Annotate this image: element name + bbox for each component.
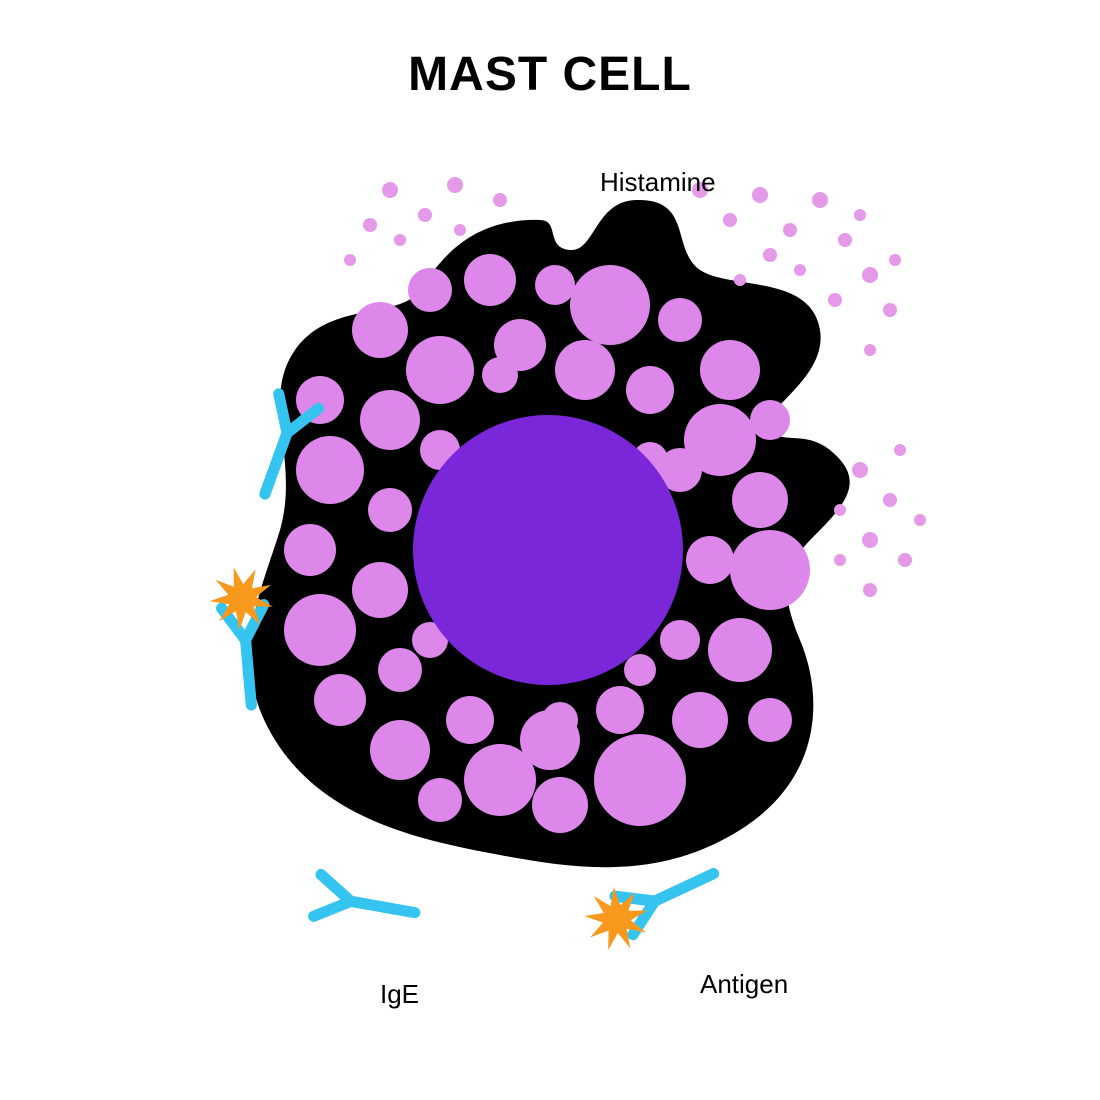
- granule: [482, 357, 518, 393]
- granule: [570, 265, 650, 345]
- histamine-dot: [883, 303, 897, 317]
- granule: [596, 686, 644, 734]
- granule: [296, 436, 364, 504]
- histamine-dot: [794, 264, 806, 276]
- granule: [370, 720, 430, 780]
- granule: [748, 698, 792, 742]
- histamine-dot: [363, 218, 377, 232]
- granule: [732, 472, 788, 528]
- granule: [535, 265, 575, 305]
- granule: [624, 654, 656, 686]
- histamine-dot: [864, 344, 876, 356]
- histamine-dot: [752, 187, 768, 203]
- histamine-dot: [763, 248, 777, 262]
- granule: [730, 530, 810, 610]
- histamine-dot: [838, 233, 852, 247]
- granule: [672, 692, 728, 748]
- diagram-title: MAST CELL: [408, 47, 692, 102]
- granule: [750, 400, 790, 440]
- granule: [378, 648, 422, 692]
- granule: [464, 254, 516, 306]
- granule: [542, 702, 578, 738]
- granule: [658, 298, 702, 342]
- granule: [555, 340, 615, 400]
- granule: [700, 340, 760, 400]
- histamine-dot: [812, 192, 828, 208]
- granule: [708, 618, 772, 682]
- histamine-dot: [734, 274, 746, 286]
- granule: [284, 594, 356, 666]
- histamine-dot: [783, 223, 797, 237]
- granule: [626, 366, 674, 414]
- histamine-dot: [894, 444, 906, 456]
- granule: [686, 536, 734, 584]
- granule: [352, 562, 408, 618]
- diagram-stage: [0, 0, 1100, 1100]
- granule: [594, 734, 686, 826]
- histamine-dot: [834, 554, 846, 566]
- granule: [406, 336, 474, 404]
- granule: [408, 268, 452, 312]
- histamine-dot: [854, 209, 866, 221]
- label-histamine: Histamine: [600, 167, 716, 198]
- histamine-dot: [723, 213, 737, 227]
- histamine-dot: [382, 182, 398, 198]
- histamine-dot: [828, 293, 842, 307]
- granule: [418, 778, 462, 822]
- histamine-dot: [883, 493, 897, 507]
- histamine-dot: [862, 532, 878, 548]
- histamine-dot: [447, 177, 463, 193]
- granule: [368, 488, 412, 532]
- histamine-dot: [862, 267, 878, 283]
- granule: [660, 620, 700, 660]
- ige-antibody: [314, 875, 419, 934]
- histamine-dot: [889, 254, 901, 266]
- histamine-dot: [852, 462, 868, 478]
- histamine-dot: [493, 193, 507, 207]
- granule: [352, 302, 408, 358]
- granule: [284, 524, 336, 576]
- nucleus: [413, 415, 683, 685]
- histamine-dot: [418, 208, 432, 222]
- granule: [446, 696, 494, 744]
- histamine-dot: [344, 254, 356, 266]
- histamine-dot: [454, 224, 466, 236]
- histamine-dot: [834, 504, 846, 516]
- histamine-dot: [863, 583, 877, 597]
- granule: [314, 674, 366, 726]
- granule: [532, 777, 588, 833]
- label-ige: IgE: [380, 979, 419, 1010]
- label-antigen: Antigen: [700, 969, 788, 1000]
- histamine-dot: [898, 553, 912, 567]
- histamine-dot: [394, 234, 406, 246]
- granule: [360, 390, 420, 450]
- histamine-dot: [914, 514, 926, 526]
